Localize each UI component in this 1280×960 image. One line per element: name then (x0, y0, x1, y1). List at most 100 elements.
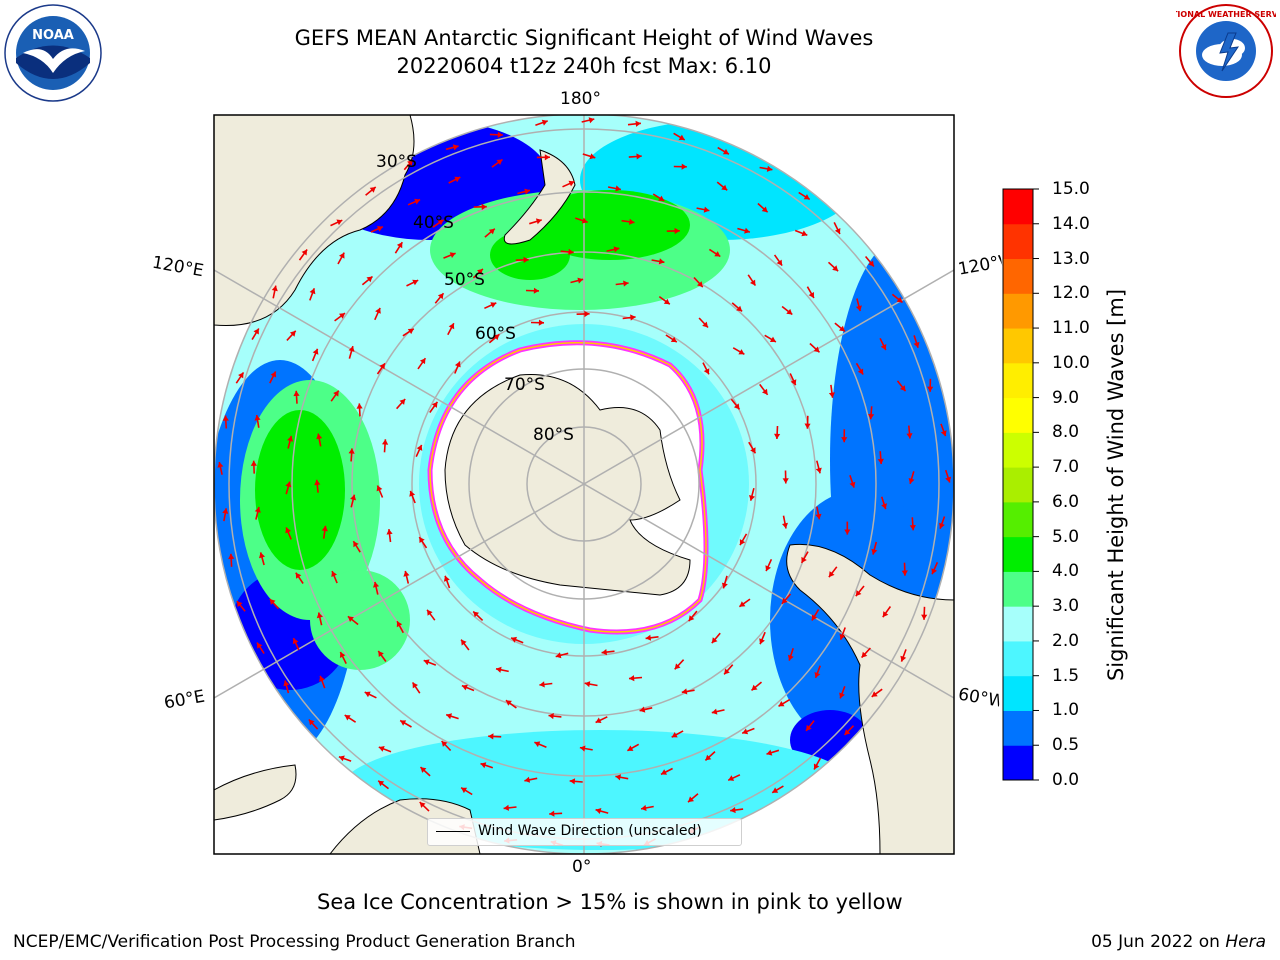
colorbar-swatch (1003, 397, 1033, 433)
colorbar-tick-label: 7.0 (1052, 457, 1080, 478)
wave-arrow-head (321, 525, 328, 532)
wave-arrow-head (900, 655, 907, 662)
wave-arrow-head (871, 691, 878, 697)
legend-label: Wind Wave Direction (unscaled) (478, 823, 702, 839)
wave-arrow-head (431, 401, 438, 408)
footer-credit: NCEP/EMC/Verification Post Processing Pr… (13, 932, 576, 952)
wave-arrow-head (697, 281, 703, 288)
wave-arrow-head (375, 307, 381, 314)
wave-arrow-head (539, 681, 545, 688)
wave-arrow-head (588, 117, 595, 124)
wave-arrow-head (407, 159, 413, 166)
wave-arrow-head (730, 807, 736, 814)
wave-arrow-head (674, 663, 681, 670)
wave-arrow-head (378, 651, 384, 657)
colorbar-swatch (1003, 467, 1033, 503)
wave-arrow-head (488, 228, 495, 235)
wave-arrow-head (339, 313, 345, 319)
sea-ice-note: Sea Ice Concentration > 15% is shown in … (317, 890, 903, 914)
wave-arrow-head (488, 733, 494, 740)
wave-arrow-head (671, 732, 678, 738)
wave-arrow-head (868, 260, 874, 267)
colorbar-swatch (1003, 328, 1033, 364)
wave-arrow-head (250, 460, 257, 466)
colorbar-label: Significant Height of Wind Waves [m] (1104, 288, 1128, 682)
wave-arrow-head (356, 403, 363, 409)
antarctica-land (444, 373, 691, 596)
wave-arrow-head (270, 371, 277, 378)
colorbar-swatch (1003, 189, 1033, 225)
wave-arrow-head (908, 478, 915, 484)
wave-arrow-head (373, 581, 380, 588)
wave-arrow-head (661, 769, 667, 775)
wave-arrow-head (786, 308, 793, 315)
wave-arrow-head (742, 728, 749, 735)
wave-arrow-head (524, 776, 531, 783)
wave-arrow-head (678, 134, 685, 140)
new-zealand-land (503, 149, 576, 245)
wave-arrow-head (254, 415, 261, 421)
wave-arrow-head (857, 368, 864, 375)
wave-arrow-head (921, 614, 928, 620)
wave-arrow-head (778, 701, 785, 707)
lat-label-80s: 80°S (533, 425, 574, 445)
colorbar-tick-label: 3.0 (1052, 596, 1080, 617)
wave-arrow-head (801, 230, 808, 237)
wave-arrow-head (804, 423, 811, 429)
wave-arrow-head (535, 218, 542, 225)
wave-arrow-head (766, 165, 773, 172)
wave-arrow-head (481, 203, 487, 210)
wave-arrow-head (412, 682, 418, 689)
wave-arrow-head (285, 481, 292, 488)
wave-arrow-head (285, 527, 291, 534)
wave-arrow-head (238, 372, 244, 379)
wave-arrow-head (569, 778, 576, 785)
wave-arrow-head (790, 379, 797, 386)
wave-arrow-head (787, 654, 794, 661)
wave-arrow-head (738, 349, 745, 355)
colorbar-tick-label: 0.0 (1052, 770, 1080, 790)
wave-arrow-head (861, 651, 868, 658)
wave-arrow-head (344, 715, 351, 721)
wave-arrow-head (308, 719, 315, 726)
wave-arrow-head (496, 666, 502, 673)
wave-arrow-head (269, 599, 276, 605)
wave-arrow-head (336, 219, 343, 226)
wave-arrow-head (940, 430, 947, 437)
wave-arrow-head (855, 590, 862, 597)
colorbar-tick-label: 9.0 (1052, 387, 1080, 408)
wave-arrow-head (681, 688, 688, 695)
wave-arrow-head (834, 228, 841, 234)
wave-arrow-head (511, 636, 517, 643)
chart-subtitle: 20220604 t12z 240h fcst Max: 6.10 (396, 54, 772, 78)
wave-arrow-head (613, 246, 620, 253)
wave-arrow-head (939, 522, 945, 529)
wave-arrow-head (744, 227, 750, 234)
wave-arrow-head (722, 148, 729, 155)
nws-text: NATIONAL WEATHER SERVICE (1176, 10, 1276, 19)
wave-arrow-head (714, 251, 721, 257)
wave-arrow-head (844, 529, 851, 535)
wave-arrow-head (416, 444, 423, 451)
wave-arrow-head (896, 296, 903, 303)
wave-arrow-head (711, 708, 718, 715)
wave-arrow-head (871, 548, 878, 555)
wave-arrow-head (493, 334, 500, 341)
wave-direction-arrows (217, 117, 952, 847)
wave-arrow-head (319, 675, 325, 682)
wave-arrow-head (803, 194, 810, 200)
wave-arrow-head (839, 692, 845, 699)
wave-arrow-head (461, 684, 468, 691)
wave-arrow-head (541, 119, 548, 126)
wave-arrow-head (811, 614, 818, 621)
wave-arrow-head (419, 537, 425, 543)
wave-arrow-head (765, 565, 771, 572)
wave-arrow-head (427, 609, 433, 616)
wave-arrow-head (228, 553, 235, 560)
wave-arrow-head (881, 503, 887, 510)
colorbar-swatch (1003, 501, 1033, 538)
wave-arrow-head (806, 724, 812, 731)
colorbar-tick-label: 11.0 (1052, 318, 1090, 339)
colorbar-swatch (1003, 293, 1033, 329)
